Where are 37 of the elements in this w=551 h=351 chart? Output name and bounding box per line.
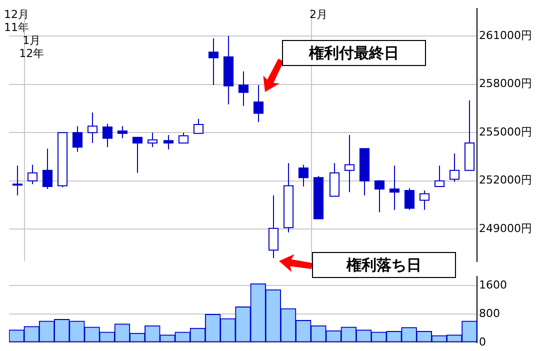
- candlestick: [178, 132, 189, 144]
- y-tick-label: 0: [479, 335, 486, 348]
- candlestick: [87, 112, 98, 144]
- candlestick: [27, 164, 38, 185]
- candlestick: [389, 165, 400, 210]
- candlestick: [344, 134, 355, 193]
- candlestick: [268, 194, 279, 259]
- candlestick: [404, 188, 415, 210]
- label-box: 権利落ち日: [312, 252, 456, 278]
- candlestick: [193, 118, 204, 134]
- candlestick: [72, 126, 83, 152]
- candlestick: [163, 134, 174, 150]
- candlestick: [374, 180, 385, 213]
- candlestick: [42, 148, 53, 190]
- y-tick-label: 258000円: [479, 77, 532, 90]
- candlestick: [147, 132, 158, 148]
- candlestick: [419, 190, 430, 210]
- candlestick: [208, 38, 219, 86]
- candlestick: [253, 84, 264, 123]
- candlestick: [117, 126, 128, 139]
- y-tick-label: 249000円: [479, 222, 532, 236]
- y-tick-label: 1600: [479, 278, 507, 292]
- candlestick: [12, 165, 23, 196]
- y-tick-label: 261000円: [479, 28, 532, 42]
- candlestick: [329, 162, 340, 197]
- label-box: 権利付最終日: [282, 40, 426, 66]
- x-tick-label: 2月: [309, 8, 328, 21]
- candlestick: [132, 136, 143, 174]
- candlestick: [102, 123, 113, 148]
- y-tick-label: 255000円: [479, 125, 532, 138]
- y-tick-label: 252000円: [479, 174, 532, 187]
- candlestick: [298, 164, 309, 188]
- candlestick: [449, 153, 460, 182]
- y-tick-label: 800: [479, 306, 500, 320]
- x-tick-label: 1月 12年: [19, 34, 44, 60]
- candlestick: [434, 165, 445, 188]
- candlestick: [238, 70, 249, 107]
